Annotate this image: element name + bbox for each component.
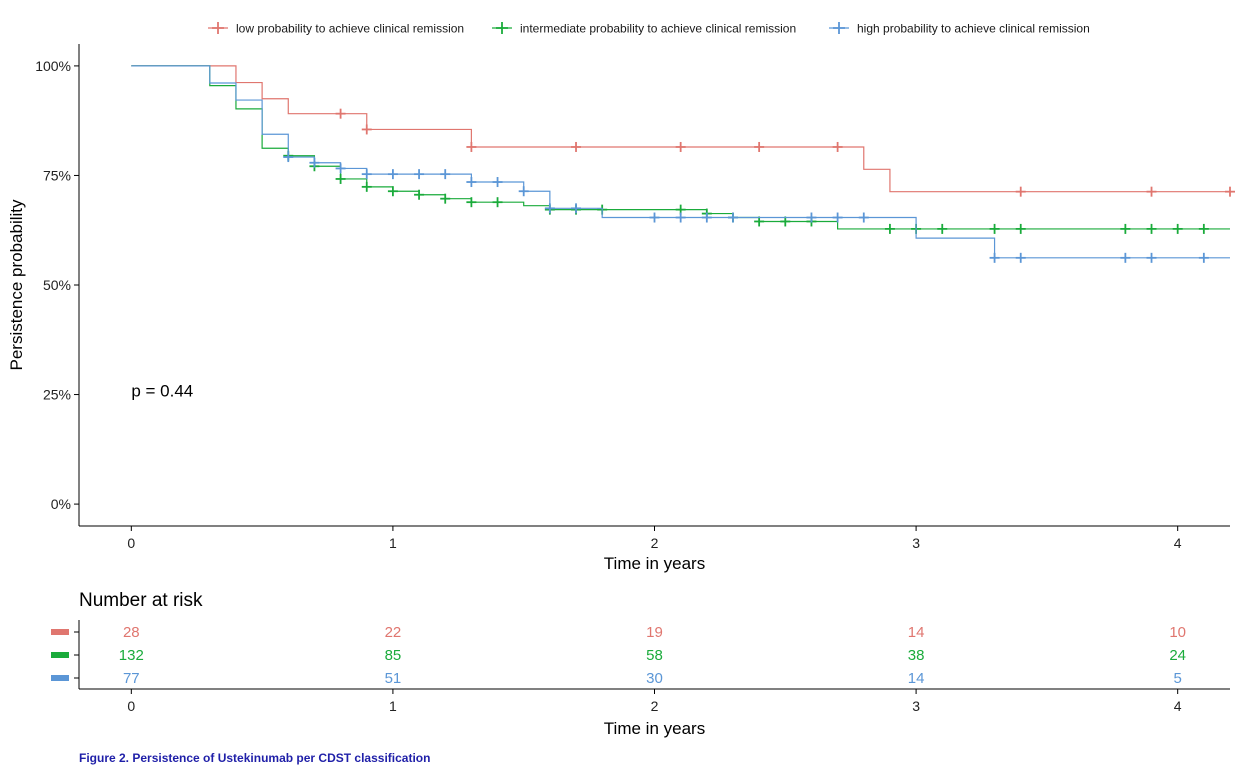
x-tick-label: 3 — [912, 535, 920, 551]
risk-count: 14 — [908, 624, 925, 641]
risk-row-key — [51, 629, 69, 635]
risk-x-tick-label: 4 — [1174, 698, 1182, 714]
y-tick-label: 100% — [35, 58, 71, 74]
risk-x-tick-label: 2 — [651, 698, 659, 714]
risk-count: 10 — [1169, 624, 1186, 641]
risk-count: 30 — [646, 670, 663, 687]
x-axis-title: Time in years — [604, 554, 705, 573]
legend-label: high probability to achieve clinical rem… — [857, 22, 1090, 36]
y-tick-label: 75% — [43, 167, 71, 183]
risk-row-key — [51, 652, 69, 658]
risk-count: 22 — [385, 624, 402, 641]
risk-count: 38 — [908, 647, 925, 664]
y-axis-title: Persistence probability — [7, 199, 26, 371]
risk-x-tick-label: 0 — [127, 698, 135, 714]
risk-count: 85 — [385, 647, 402, 664]
x-tick-label: 4 — [1174, 535, 1182, 551]
risk-count: 28 — [123, 624, 140, 641]
risk-count: 58 — [646, 647, 663, 664]
y-tick-label: 25% — [43, 387, 71, 403]
legend-label: low probability to achieve clinical remi… — [236, 22, 464, 36]
x-tick-label: 0 — [127, 535, 135, 551]
figure-caption: Figure 2. Persistence of Ustekinumab per… — [79, 751, 431, 765]
risk-count: 5 — [1174, 670, 1182, 687]
y-tick-label: 50% — [43, 277, 71, 293]
p-value-annotation: p = 0.44 — [131, 382, 193, 401]
x-tick-label: 1 — [389, 535, 397, 551]
risk-x-tick-label: 1 — [389, 698, 397, 714]
risk-x-axis-title: Time in years — [604, 719, 705, 738]
risk-count: 51 — [385, 670, 402, 687]
risk-count: 14 — [908, 670, 925, 687]
risk-count: 19 — [646, 624, 663, 641]
risk-count: 132 — [119, 647, 144, 664]
y-tick-label: 0% — [51, 496, 71, 512]
x-tick-label: 2 — [651, 535, 659, 551]
survival-curve — [131, 65, 1230, 193]
risk-x-tick-label: 3 — [912, 698, 920, 714]
legend-label: intermediate probability to achieve clin… — [520, 22, 796, 36]
risk-table-title: Number at risk — [79, 590, 203, 611]
risk-count: 24 — [1169, 647, 1186, 664]
risk-row-key — [51, 675, 69, 681]
risk-count: 77 — [123, 670, 140, 687]
